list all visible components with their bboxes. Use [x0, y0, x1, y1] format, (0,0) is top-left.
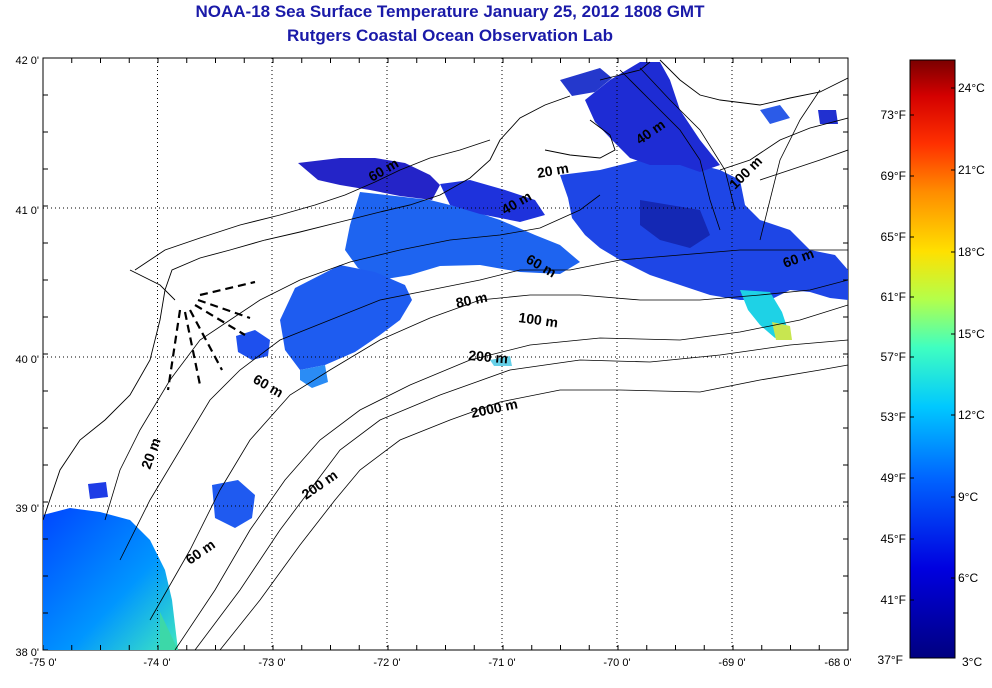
c-label: 12°C — [958, 408, 985, 422]
lat-tick-label: 38 0' — [15, 647, 39, 659]
map-title: NOAA-18 Sea Surface Temperature January … — [195, 2, 705, 21]
c-label: 21°C — [958, 163, 985, 177]
f-label: 45°F — [881, 532, 906, 546]
lat-tick-label: 39 0' — [15, 503, 39, 515]
lon-labels: -75 0' -74 0' -73 0' -72 0' -71 0' -70 0… — [29, 657, 851, 669]
lon-tick-label: -70 0' — [603, 657, 630, 669]
f-label: 69°F — [881, 169, 906, 183]
shipping-lanes — [166, 280, 256, 391]
f-label: 61°F — [881, 290, 906, 304]
lon-tick-label: -71 0' — [488, 657, 515, 669]
lon-tick-label: -72 0' — [373, 657, 400, 669]
lon-tick-label: -74 0' — [143, 657, 170, 669]
lon-tick-label: -75 0' — [29, 657, 56, 669]
depth-label: 20 m — [536, 160, 570, 181]
depth-label: 100 m — [518, 309, 560, 330]
colorbar-f-labels: 73°F 69°F 65°F 61°F 57°F 53°F 49°F 45°F … — [878, 108, 906, 667]
c-label: 18°C — [958, 245, 985, 259]
isobaths — [104, 67, 848, 650]
f-label: 37°F — [878, 653, 903, 667]
lat-tick-label: 40 0' — [15, 354, 39, 366]
lon-tick-label: -73 0' — [258, 657, 285, 669]
depth-label: 80 m — [454, 289, 489, 311]
lat-labels: 42 0' 41 0' 40 0' 39 0' 38 0' — [15, 55, 39, 659]
lat-tick-label: 42 0' — [15, 55, 39, 67]
c-label: 9°C — [958, 490, 978, 504]
coastline — [43, 59, 848, 521]
map-frame — [42, 57, 849, 651]
depth-label: 200 m — [468, 347, 509, 366]
c-label: 6°C — [958, 571, 978, 585]
f-label: 49°F — [881, 471, 906, 485]
colorbar-c-labels: 24°C 21°C 18°C 15°C 12°C 9°C 6°C 3°C — [958, 81, 985, 669]
colorbar — [909, 59, 956, 659]
lon-tick-label: -68 0' — [824, 657, 851, 669]
lat-tick-label: 41 0' — [15, 205, 39, 217]
c-label: 15°C — [958, 327, 985, 341]
map-subtitle: Rutgers Coastal Ocean Observation Lab — [287, 26, 613, 45]
sst-data-patches — [43, 62, 848, 650]
f-label: 57°F — [881, 350, 906, 364]
c-label: 3°C — [962, 655, 982, 669]
grid — [43, 58, 848, 650]
lon-tick-label: -69 0' — [718, 657, 745, 669]
c-label: 24°C — [958, 81, 985, 95]
colorbar-ticks — [910, 87, 955, 601]
f-label: 53°F — [881, 410, 906, 424]
f-label: 73°F — [881, 108, 906, 122]
f-label: 41°F — [881, 593, 906, 607]
f-label: 65°F — [881, 230, 906, 244]
axis-ticks — [42, 57, 849, 651]
